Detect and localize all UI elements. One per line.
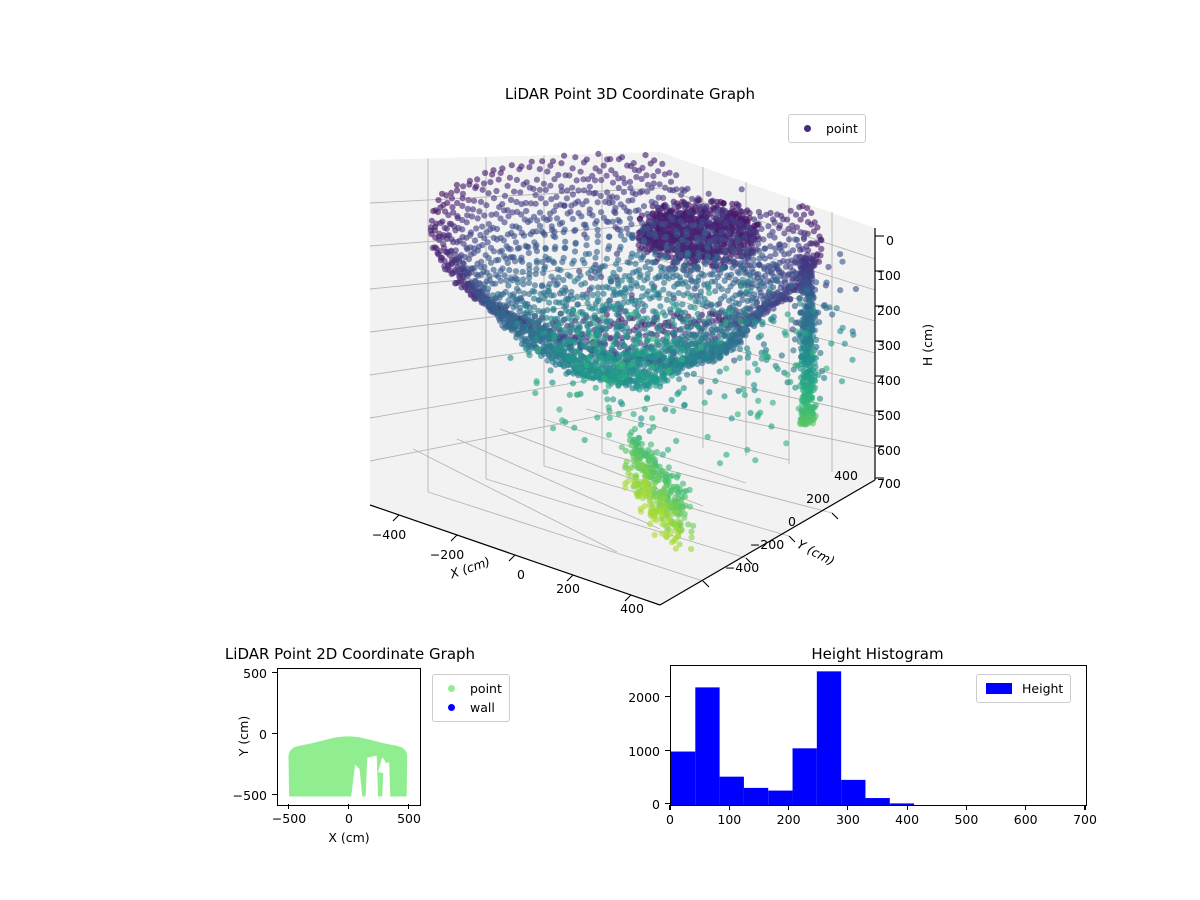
- xtick-label-3d-3: 200: [556, 581, 580, 596]
- legend-marker-point-icon: [796, 125, 818, 132]
- ztick-label-3d-0: 0: [886, 233, 894, 248]
- panel-2d-title: LiDAR Point 2D Coordinate Graph: [224, 645, 476, 663]
- ytick-label-2d-0: 0: [259, 727, 267, 742]
- ztick-label-3d-3: 300: [877, 338, 901, 353]
- axis-label-y-2d: Y (cm): [236, 715, 251, 757]
- ytick-label-2d-m500: −500: [232, 788, 267, 803]
- xtick-label-hist-100: 100: [717, 812, 742, 827]
- ytick-label-3d-2: 0: [788, 514, 796, 529]
- point-cloud-2d: [288, 736, 408, 797]
- xtick-mark-2d-right: [408, 804, 410, 809]
- xtick-label-hist-200: 200: [776, 812, 801, 827]
- legend-label-point: point: [826, 121, 858, 136]
- ztick-marks-3d: [875, 235, 884, 479]
- xtick-mark-hist-200: [788, 805, 790, 810]
- xtick-mark-hist-0: [669, 805, 671, 810]
- ytick-label-hist-2000: 2000: [628, 690, 660, 705]
- axis-label-x-2d: X (cm): [328, 830, 370, 845]
- legend-2d[interactable]: point wall: [432, 674, 510, 722]
- xtick-label-hist-700: 700: [1073, 812, 1097, 827]
- legend-marker-wall-icon-2d: [440, 704, 462, 711]
- pane-floor: [370, 440, 875, 605]
- legend-item-point-2d[interactable]: point: [440, 679, 502, 698]
- ztick-label-3d-6: 600: [877, 443, 901, 458]
- ztick-label-3d-4: 400: [877, 373, 901, 388]
- xtick-mark-hist-100: [728, 805, 730, 810]
- axes-3d-scatter[interactable]: [330, 140, 930, 640]
- ytick-label-3d-0: −400: [724, 560, 760, 575]
- axis-label-z-3d: H (cm): [920, 323, 935, 367]
- xtick-label-2d-0: 0: [345, 811, 353, 826]
- legend-item-wall-2d[interactable]: wall: [440, 698, 502, 717]
- legend-3d[interactable]: point: [788, 114, 866, 143]
- xtick-label-3d-0: −400: [371, 527, 407, 542]
- ztick-label-3d-1: 100: [877, 268, 901, 283]
- ytick-mark-2d-bottom: [272, 794, 277, 796]
- ytick-label-hist-0: 0: [652, 797, 660, 812]
- xtick-label-hist-600: 600: [1013, 812, 1038, 827]
- ytick-label-2d-500: 500: [243, 666, 267, 681]
- xtick-mark-hist-400: [906, 805, 908, 810]
- xtick-mark-hist-600: [1025, 805, 1027, 810]
- ztick-label-3d-5: 500: [877, 408, 901, 423]
- xtick-label-hist-300: 300: [835, 812, 860, 827]
- xtick-mark-2d-mid: [348, 804, 350, 809]
- xtick-label-3d-2: 0: [517, 567, 525, 582]
- ytick-marks-3d: [702, 512, 839, 588]
- xtick-label-hist-0: 0: [666, 812, 674, 827]
- xtick-label-3d-4: 400: [620, 601, 644, 616]
- histogram-bars: [671, 671, 915, 805]
- axes-2d-scatter[interactable]: [277, 668, 421, 806]
- legend-item-height[interactable]: Height: [984, 679, 1063, 698]
- panel-hist-title: Height Histogram: [811, 645, 944, 663]
- legend-marker-height-icon: [984, 683, 1014, 694]
- grid-left-pane: [369, 154, 661, 492]
- panel-3d-title: LiDAR Point 3D Coordinate Graph: [504, 85, 756, 103]
- point-cloud-3d: [427, 150, 860, 553]
- ytick-mark-hist-2000: [665, 696, 670, 698]
- ytick-label-3d-1: −200: [749, 537, 785, 552]
- xtick-marks-3d: [392, 514, 632, 602]
- ztick-label-3d-7: 700: [877, 476, 901, 491]
- xtick-label-hist-400: 400: [895, 812, 920, 827]
- legend-histogram[interactable]: Height: [976, 674, 1072, 703]
- ytick-mark-hist-0: [665, 803, 670, 805]
- legend-label-wall-2d: wall: [470, 700, 495, 715]
- ytick-label-3d-3: 200: [806, 491, 830, 506]
- ytick-label-3d-4: 400: [834, 468, 858, 483]
- legend-label-height: Height: [1022, 681, 1064, 696]
- ytick-label-hist-1000: 1000: [628, 744, 660, 759]
- xtick-mark-hist-300: [847, 805, 849, 810]
- ytick-mark-2d-top: [272, 672, 277, 674]
- ytick-mark-hist-1000: [665, 750, 670, 752]
- xtick-label-2d-m500: −500: [271, 811, 307, 826]
- ytick-mark-2d-mid: [272, 733, 277, 735]
- xtick-mark-2d-left: [288, 804, 290, 809]
- legend-item-point[interactable]: point: [796, 119, 858, 138]
- xtick-mark-hist-500: [965, 805, 967, 810]
- xtick-label-hist-500: 500: [954, 812, 979, 827]
- xtick-mark-hist-700: [1084, 805, 1086, 810]
- ztick-label-3d-2: 200: [877, 303, 901, 318]
- xtick-label-2d-500: 500: [397, 811, 421, 826]
- legend-label-point-2d: point: [470, 681, 502, 696]
- legend-marker-point-icon-2d: [440, 685, 462, 692]
- xtick-label-3d-1: −200: [429, 547, 465, 562]
